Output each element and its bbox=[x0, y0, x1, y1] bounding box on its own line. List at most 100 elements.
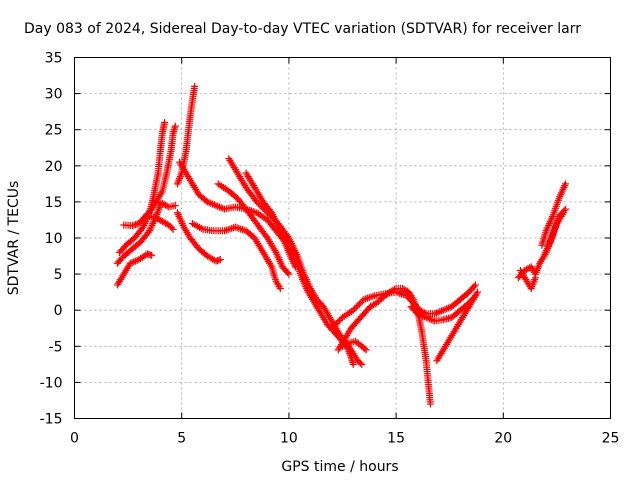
data-point bbox=[207, 199, 215, 207]
data-point bbox=[233, 224, 241, 232]
data-point bbox=[441, 305, 449, 313]
data-point bbox=[355, 300, 363, 308]
data-point bbox=[328, 324, 336, 332]
data-point bbox=[214, 202, 222, 210]
data-point bbox=[126, 259, 134, 267]
track-13 bbox=[242, 169, 357, 368]
chart-title: Day 083 of 2024, Sidereal Day-to-day VTE… bbox=[24, 21, 581, 37]
x-tick-label: 0 bbox=[70, 431, 79, 447]
data-point bbox=[222, 226, 230, 234]
data-point bbox=[370, 301, 378, 309]
axis-ticks bbox=[74, 57, 611, 419]
data-point bbox=[422, 313, 430, 321]
data-point bbox=[191, 82, 199, 90]
track-6 bbox=[152, 198, 179, 211]
y-axis-label: SDTVAR / TECUs bbox=[6, 181, 22, 296]
data-point bbox=[361, 345, 369, 353]
y-tick-label: 25 bbox=[45, 123, 63, 139]
track-9 bbox=[173, 209, 224, 265]
data-point bbox=[367, 293, 375, 301]
data-point bbox=[349, 306, 357, 314]
data-point bbox=[531, 274, 539, 282]
data-point bbox=[169, 225, 177, 233]
data-point bbox=[285, 270, 293, 278]
y-tick-label: 30 bbox=[45, 87, 63, 103]
data-point bbox=[427, 316, 435, 324]
y-tick-label: 5 bbox=[54, 267, 63, 283]
data-point bbox=[444, 304, 452, 312]
data-point bbox=[424, 314, 432, 322]
data-point bbox=[343, 340, 351, 348]
data-point bbox=[215, 203, 223, 211]
grid bbox=[74, 57, 611, 419]
data-point bbox=[426, 400, 434, 408]
data-point bbox=[210, 201, 218, 209]
data-point bbox=[474, 288, 482, 296]
data-point bbox=[436, 308, 444, 316]
data-point bbox=[254, 199, 262, 207]
data-point bbox=[209, 200, 217, 208]
data-point bbox=[439, 306, 447, 314]
data-point bbox=[224, 226, 232, 234]
data-point bbox=[420, 313, 428, 321]
data-point bbox=[276, 285, 284, 293]
data-point bbox=[358, 360, 366, 368]
data-point bbox=[131, 257, 139, 265]
x-axis-label: GPS time / hours bbox=[281, 459, 398, 475]
data-point bbox=[228, 224, 236, 232]
data-point bbox=[148, 251, 156, 259]
data-point bbox=[331, 321, 339, 329]
data-point bbox=[357, 298, 365, 306]
data-point bbox=[362, 346, 370, 354]
x-tick-label: 5 bbox=[177, 431, 186, 447]
data-point bbox=[434, 308, 442, 316]
data-markers bbox=[113, 82, 569, 408]
track-21 bbox=[538, 180, 569, 249]
track-15 bbox=[339, 337, 370, 354]
data-point bbox=[171, 202, 179, 210]
data-point bbox=[335, 317, 343, 325]
data-point bbox=[216, 256, 224, 264]
x-tick-label: 10 bbox=[280, 431, 298, 447]
x-tick-label: 20 bbox=[494, 431, 512, 447]
y-tick-label: 10 bbox=[45, 231, 63, 247]
data-point bbox=[559, 209, 567, 217]
data-point bbox=[365, 294, 373, 302]
data-point bbox=[561, 180, 569, 188]
y-tick-label: 20 bbox=[45, 159, 63, 175]
data-point bbox=[329, 323, 337, 331]
track-18 bbox=[433, 288, 482, 365]
y-tick-label: 0 bbox=[54, 303, 63, 319]
track-3 bbox=[116, 118, 169, 256]
data-point bbox=[360, 295, 368, 303]
data-point bbox=[217, 204, 225, 212]
data-point bbox=[128, 259, 136, 267]
track-22 bbox=[540, 209, 567, 260]
data-point bbox=[351, 305, 359, 313]
data-point bbox=[419, 312, 427, 320]
data-point bbox=[226, 225, 234, 233]
data-point bbox=[212, 202, 220, 210]
data-point bbox=[438, 307, 446, 315]
data-point bbox=[161, 118, 169, 126]
track-11 bbox=[214, 180, 293, 278]
data-point bbox=[237, 225, 245, 233]
tick-labels: 0 5 10 15 20 25 -15 -10 -5 0 5 10 15 20 25 30 35 bbox=[40, 51, 620, 447]
y-tick-label: -10 bbox=[40, 375, 63, 391]
data-point bbox=[415, 311, 423, 319]
track-20 bbox=[516, 266, 539, 293]
data-point bbox=[443, 305, 451, 313]
data-point bbox=[205, 199, 213, 207]
data-point bbox=[253, 198, 261, 206]
data-point bbox=[417, 311, 425, 319]
data-point bbox=[414, 310, 422, 318]
data-point bbox=[284, 269, 292, 277]
data-point bbox=[561, 205, 569, 213]
data-point bbox=[168, 224, 176, 232]
track-1 bbox=[113, 250, 156, 289]
data-point bbox=[349, 360, 357, 368]
data-point bbox=[470, 282, 478, 290]
data-point bbox=[431, 310, 439, 318]
data-point bbox=[354, 302, 362, 310]
y-tick-label: -5 bbox=[49, 339, 63, 355]
